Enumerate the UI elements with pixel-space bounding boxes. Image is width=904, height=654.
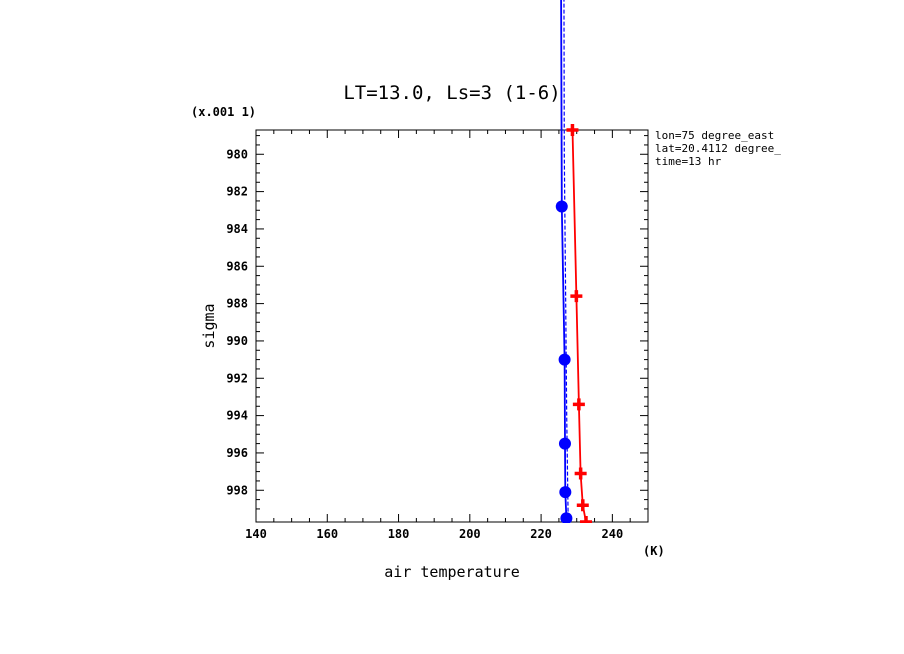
data-point	[566, 124, 579, 136]
y-tick-label: 986	[226, 259, 248, 273]
data-point	[576, 499, 589, 512]
series-line	[563, 0, 569, 523]
annotation-line: time=13 hr	[655, 155, 722, 168]
x-axis-unit: (K)	[643, 544, 665, 558]
x-tick-label: 220	[530, 527, 552, 541]
y-axis: 980 982 984 986 988 990 992 994 996 998	[226, 135, 648, 510]
x-tick-label: 140	[245, 527, 267, 541]
data-point	[555, 200, 568, 213]
data-point	[559, 486, 572, 499]
y-tick-label: 990	[226, 334, 248, 348]
y-tick-label: 996	[226, 446, 248, 460]
y-tick-label: 994	[226, 409, 248, 423]
x-tick-label: 180	[388, 527, 410, 541]
x-tick-label: 160	[316, 527, 338, 541]
y-tick-label: 992	[226, 371, 248, 385]
series-layer	[555, 0, 592, 523]
data-point	[558, 353, 571, 366]
y-scale-label: (x.001 1)	[191, 105, 256, 119]
y-axis-label: sigma	[200, 303, 218, 348]
y-tick-label: 984	[226, 222, 248, 236]
plot-frame	[255, 129, 649, 523]
y-tick-label: 980	[226, 147, 248, 161]
y-tick-label: 998	[226, 483, 248, 497]
data-point	[574, 467, 587, 480]
annotation-line: lon=75 degree_east	[655, 129, 774, 142]
y-tick-label: 982	[226, 185, 248, 199]
data-point	[572, 398, 585, 411]
data-point	[560, 512, 573, 523]
data-point	[558, 437, 571, 450]
x-axis-label: air temperature	[384, 563, 519, 581]
x-axis: 140 160 180 200 220 240	[245, 130, 649, 541]
x-tick-label: 200	[459, 527, 481, 541]
chart-title: LT=13.0, Ls=3 (1-6)	[343, 82, 560, 104]
series-line	[571, 129, 587, 523]
data-point	[579, 516, 592, 523]
data-point	[570, 290, 583, 303]
annotation-line: lat=20.4112 degree_	[655, 142, 781, 155]
y-tick-label: 988	[226, 297, 248, 311]
x-tick-label: 240	[602, 527, 624, 541]
